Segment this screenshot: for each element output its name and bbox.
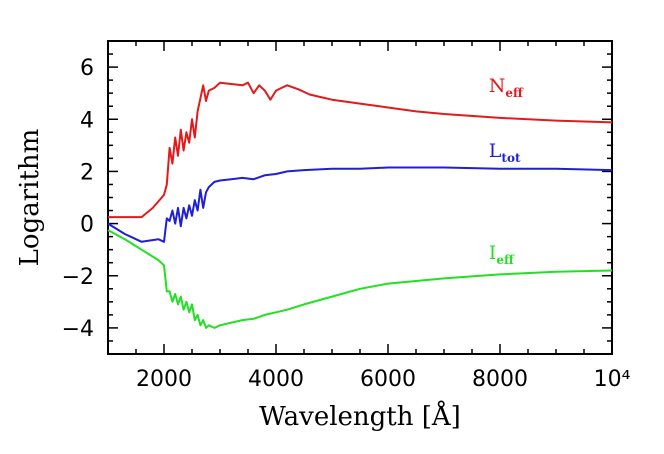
series-labels: Neff Ltot Ieff <box>489 75 524 267</box>
y-tick-label: 2 <box>80 160 94 185</box>
x-tick-label: 2000 <box>136 367 192 392</box>
y-tick-label: 0 <box>80 213 94 238</box>
series-label-i-eff: Ieff <box>489 242 515 267</box>
series-label-n-eff: Neff <box>489 75 524 100</box>
x-tick-label: 6000 <box>360 367 416 392</box>
series-line-i-eff <box>107 229 613 329</box>
y-axis-label: Logarithm <box>15 129 45 267</box>
series-line-n-eff <box>108 81 613 219</box>
x-axis-label: Wavelength [Å] <box>259 400 461 432</box>
x-tick-label: 4000 <box>248 367 304 392</box>
series-label-l-tot: Ltot <box>489 140 521 165</box>
axis-ticks: 2000 4000 6000 8000 10⁴ −4 −2 0 2 4 6 <box>62 40 631 392</box>
x-tick-label: 8000 <box>472 367 528 392</box>
series-line-l-tot <box>107 166 613 243</box>
x-tick-label: 10⁴ <box>594 367 631 392</box>
series-lines <box>107 81 613 329</box>
y-tick-label: −4 <box>62 317 94 342</box>
y-tick-label: −2 <box>62 265 94 290</box>
y-tick-label: 6 <box>80 56 94 81</box>
y-tick-label: 4 <box>80 108 94 133</box>
